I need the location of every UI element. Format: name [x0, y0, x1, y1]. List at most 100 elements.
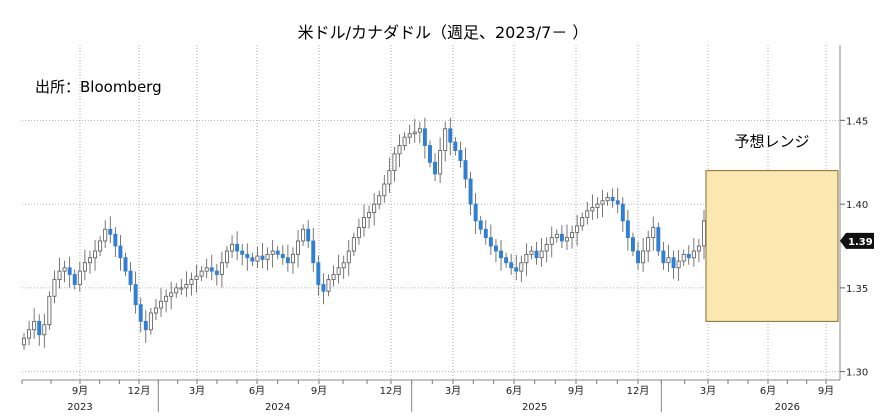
- chart-source: 出所：Bloomberg: [35, 78, 162, 96]
- x-month-label: 3月: [445, 385, 461, 397]
- candle-body: [382, 183, 387, 197]
- candle-body: [285, 257, 290, 264]
- candle-body: [280, 253, 285, 259]
- candle-body: [52, 279, 57, 297]
- candle-body: [387, 170, 392, 185]
- candle-body: [159, 300, 163, 309]
- candle-body: [113, 233, 118, 247]
- candle-body: [417, 128, 422, 133]
- candle-body: [443, 128, 448, 151]
- candle-body: [57, 270, 62, 280]
- candle-body: [67, 267, 72, 275]
- candle-body: [326, 279, 331, 292]
- candle-body: [427, 145, 432, 163]
- forecast-range-box: [705, 170, 839, 322]
- candle-body: [493, 245, 498, 252]
- x-year-label: 2025: [522, 402, 547, 413]
- candle-body: [433, 161, 438, 175]
- candle-body: [316, 262, 321, 285]
- y-tick-label: 1.45: [846, 116, 868, 127]
- candle-body: [605, 197, 610, 202]
- candle-body: [453, 141, 458, 151]
- candle-body: [199, 270, 204, 277]
- candle-body: [372, 203, 377, 213]
- candle-body: [514, 267, 519, 272]
- x-month-label: 6月: [506, 385, 522, 397]
- candle-body: [544, 243, 549, 252]
- candle-body: [255, 255, 260, 262]
- candle-body: [646, 237, 651, 252]
- candle-body: [676, 260, 681, 269]
- candle-body: [138, 304, 143, 322]
- candle-body: [245, 253, 250, 259]
- candle-body: [407, 133, 412, 138]
- candle-body: [478, 220, 483, 230]
- candle-body: [336, 267, 341, 275]
- candle-body: [93, 250, 98, 259]
- y-tick-label: 1.35: [846, 284, 868, 295]
- candle-body: [636, 250, 641, 264]
- candle-body: [483, 228, 488, 239]
- candle-body: [509, 262, 514, 269]
- candle-body: [362, 217, 366, 228]
- candle-body: [499, 250, 503, 259]
- candle-body: [270, 250, 275, 255]
- candle-body: [148, 312, 153, 331]
- candle-body: [377, 195, 382, 205]
- candle-body: [133, 284, 138, 306]
- candle-body: [321, 284, 326, 292]
- candle-body: [275, 250, 280, 255]
- candle-body: [194, 275, 199, 280]
- candle-body: [290, 253, 295, 264]
- candle-body: [580, 217, 585, 227]
- last-value-marker: 1.39: [840, 232, 874, 249]
- x-axis: 9月 12月 3月 6月 9月 12月 3月 6月 9月 12月 3月 6月 9月 2023 2024 202…: [21, 380, 834, 413]
- candle-body: [240, 250, 245, 255]
- candle-body: [37, 320, 42, 336]
- candle-body: [27, 329, 32, 339]
- candle-body: [473, 203, 478, 222]
- candle-body: [118, 245, 123, 259]
- x-month-label: 9月: [818, 385, 834, 397]
- candle-body: [661, 250, 666, 264]
- x-year-label: 2024: [265, 402, 290, 413]
- x-month-label: 12月: [128, 385, 151, 397]
- grid-lines: [22, 45, 840, 380]
- x-year-label: 2026: [775, 402, 800, 413]
- candle-body: [625, 220, 630, 239]
- x-month-label: 9月: [72, 385, 88, 397]
- candle-body: [590, 207, 595, 212]
- x-month-label: 3月: [700, 385, 716, 397]
- candle-body: [519, 262, 524, 272]
- candle-body: [524, 253, 529, 264]
- candle-body: [250, 257, 255, 262]
- candle-body: [351, 237, 356, 252]
- candle-body: [549, 237, 554, 245]
- candle-body: [184, 284, 189, 289]
- candle-body: [230, 243, 235, 252]
- candle-body: [610, 197, 615, 202]
- candle-body: [164, 295, 169, 302]
- chart-title: 米ドル/カナダドル（週足、2023/7－ ）: [298, 23, 589, 42]
- candle-body: [438, 150, 443, 175]
- candle-body: [219, 262, 224, 275]
- candle-body: [235, 243, 240, 252]
- candle-body: [265, 253, 270, 260]
- y-tick-label: 1.40: [846, 200, 868, 211]
- candle-body: [209, 267, 214, 272]
- forecast-range-label: 予想レンジ: [734, 133, 809, 151]
- candle-body: [32, 320, 37, 331]
- candle-body: [448, 128, 453, 143]
- candle-body: [153, 307, 158, 314]
- candle-body: [169, 292, 174, 297]
- candle-body: [488, 237, 493, 247]
- candle-body: [123, 257, 128, 272]
- candle-body: [179, 287, 184, 290]
- candle-body: [468, 178, 473, 205]
- candle-body: [128, 270, 133, 285]
- candle-body: [108, 228, 113, 235]
- candle-body: [691, 250, 696, 259]
- candle-body: [630, 237, 635, 252]
- candle-body: [702, 220, 706, 247]
- candle-body: [620, 203, 625, 222]
